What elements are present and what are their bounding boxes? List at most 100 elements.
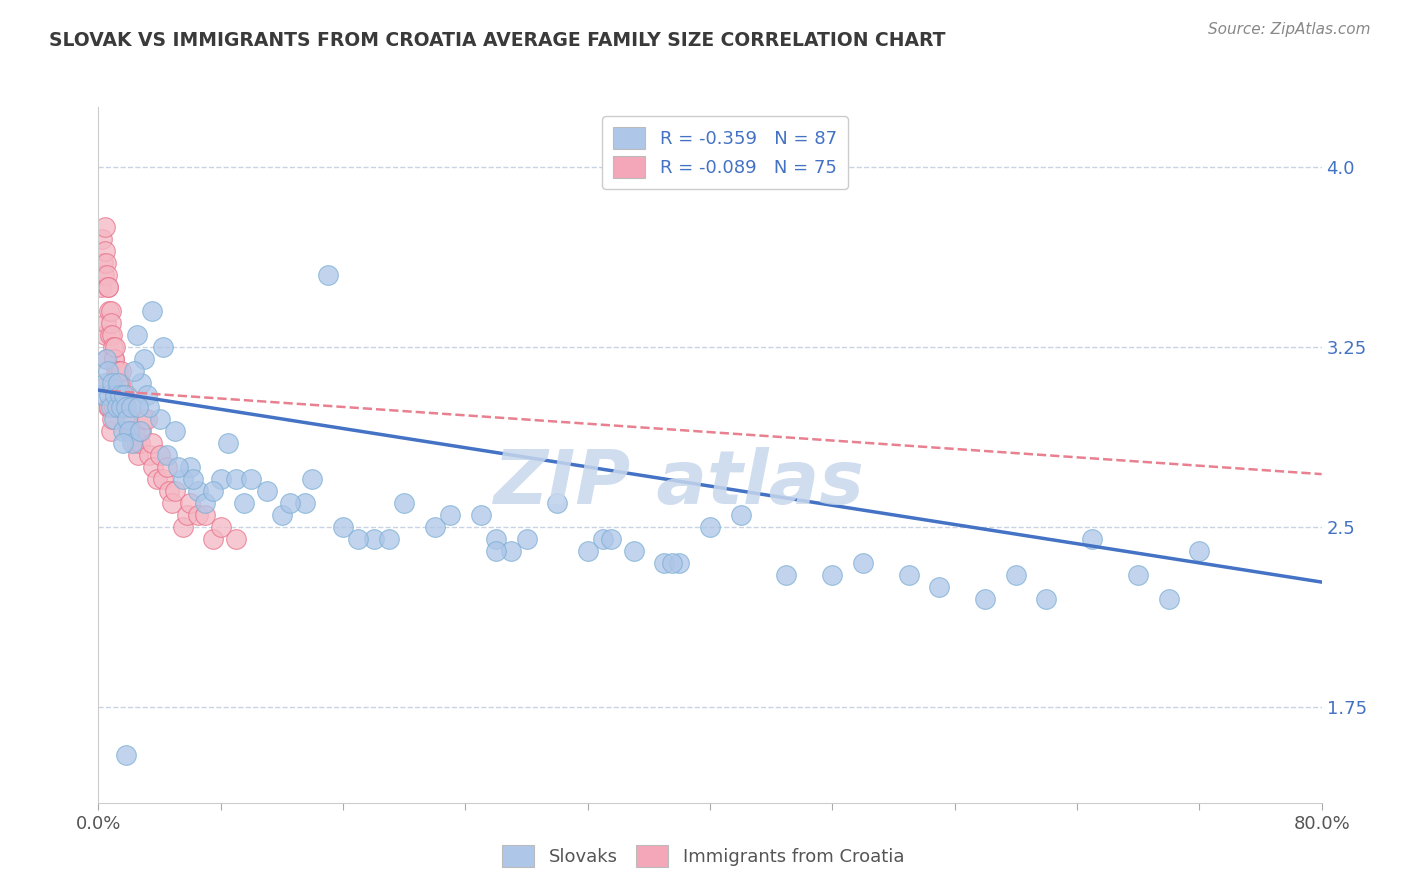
Point (96, 268, 118, 282)
Text: SLOVAK VS IMMIGRANTS FROM CROATIA AVERAGE FAMILY SIZE CORRELATION CHART: SLOVAK VS IMMIGRANTS FROM CROATIA AVERAG… (49, 31, 946, 50)
Point (278, 496, 301, 510)
Point (1188, 544, 1211, 558)
Point (129, 424, 152, 438)
Point (156, 448, 179, 462)
Point (187, 508, 209, 522)
Point (546, 496, 568, 510)
Point (423, 520, 446, 534)
Point (149, 448, 172, 462)
Point (1128, 567, 1150, 582)
Point (100, 424, 122, 438)
Legend: Slovaks, Immigrants from Croatia: Slovaks, Immigrants from Croatia (495, 838, 911, 874)
Point (156, 459, 179, 474)
Point (94, 244, 117, 258)
Point (167, 459, 190, 474)
Point (501, 544, 523, 558)
Point (125, 328, 148, 343)
Point (316, 268, 339, 282)
Point (599, 532, 621, 546)
Point (256, 483, 278, 498)
Point (111, 388, 134, 402)
Point (98, 388, 121, 402)
Point (117, 388, 139, 402)
Point (128, 436, 150, 450)
Point (516, 532, 538, 546)
Point (127, 400, 149, 414)
Point (439, 508, 461, 522)
Point (100, 304, 122, 318)
Point (179, 459, 201, 474)
Point (118, 424, 141, 438)
Point (652, 556, 675, 570)
Point (179, 496, 201, 510)
Point (93, 219, 115, 234)
Point (129, 376, 152, 390)
Legend: R = -0.359   N = 87, R = -0.089   N = 75: R = -0.359 N = 87, R = -0.089 N = 75 (602, 116, 848, 189)
Point (105, 376, 128, 390)
Point (378, 532, 401, 546)
Point (101, 328, 124, 343)
Point (112, 400, 135, 414)
Point (105, 364, 128, 378)
Point (194, 508, 217, 522)
Text: ZIP atlas: ZIP atlas (494, 447, 865, 520)
Point (108, 376, 131, 390)
Point (100, 316, 122, 330)
Point (103, 400, 125, 414)
Point (103, 351, 125, 366)
Point (93, 268, 115, 282)
Point (270, 508, 294, 522)
Point (103, 351, 125, 366)
Point (107, 376, 129, 390)
Point (97, 364, 120, 378)
Point (209, 472, 232, 486)
Point (93, 328, 115, 343)
Point (176, 508, 198, 522)
Point (111, 400, 134, 414)
Point (110, 400, 132, 414)
Point (98, 328, 121, 343)
Point (160, 496, 183, 510)
Point (141, 304, 163, 318)
Point (217, 436, 239, 450)
Point (112, 388, 135, 402)
Point (124, 424, 146, 438)
Point (96, 351, 118, 366)
Point (928, 580, 950, 594)
Point (110, 364, 132, 378)
Point (145, 472, 167, 486)
Point (97, 280, 120, 294)
Point (142, 459, 165, 474)
Point (104, 388, 127, 402)
Point (202, 483, 225, 498)
Point (1004, 567, 1026, 582)
Point (138, 400, 160, 414)
Point (101, 412, 124, 426)
Point (172, 472, 194, 486)
Point (93, 376, 115, 390)
Point (98, 400, 121, 414)
Point (141, 436, 163, 450)
Point (101, 340, 124, 354)
Point (661, 556, 683, 570)
Point (91, 388, 114, 402)
Point (108, 376, 131, 390)
Point (110, 400, 132, 414)
Point (94, 256, 117, 270)
Point (202, 532, 225, 546)
Point (187, 483, 209, 498)
Point (775, 567, 797, 582)
Point (209, 520, 232, 534)
Point (294, 496, 316, 510)
Point (485, 544, 508, 558)
Point (232, 496, 254, 510)
Point (134, 412, 156, 426)
Point (111, 424, 134, 438)
Point (125, 436, 148, 450)
Point (138, 448, 160, 462)
Text: Source: ZipAtlas.com: Source: ZipAtlas.com (1208, 22, 1371, 37)
Point (897, 567, 920, 582)
Point (225, 532, 247, 546)
Point (115, 747, 138, 762)
Point (105, 400, 128, 414)
